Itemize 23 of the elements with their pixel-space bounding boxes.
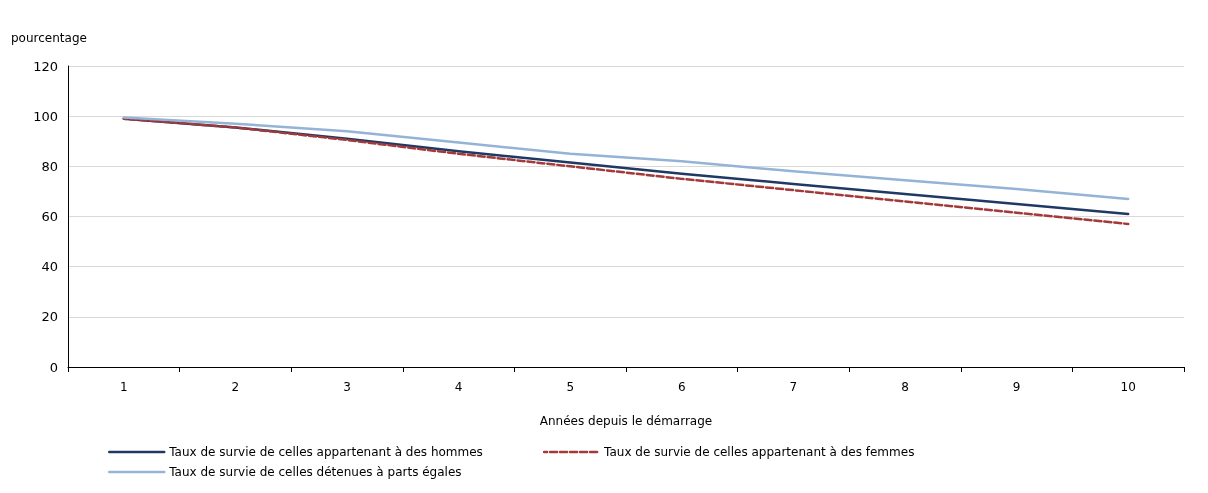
y-tick-label: 80: [41, 158, 58, 174]
legend-label: Taux de survie de celles détenues à parts égales: [168, 465, 462, 479]
x-tick-label: 3: [343, 380, 351, 394]
y-tick-label: 100: [33, 108, 58, 124]
x-tick-label: 5: [566, 380, 575, 394]
x-tick-label: 8: [901, 380, 909, 394]
y-tick-label: 60: [41, 209, 58, 224]
legend-label: Taux de survie de celles appartenant à des femmes: [603, 445, 915, 459]
x-tick-label: 4: [454, 380, 463, 394]
y-axis-title: pourcentage: [11, 31, 87, 45]
line-series: [122, 116, 1130, 201]
y-tick-label: 0: [49, 359, 58, 375]
x-tick-label: 1: [119, 380, 128, 394]
x-tick-label: 7: [789, 380, 798, 394]
x-tick-label: 10: [1120, 380, 1136, 394]
y-tick-label: 20: [41, 309, 58, 325]
x-axis-title: Années depuis le démarrage: [539, 414, 713, 428]
x-tick-label: 2: [231, 380, 240, 394]
legend-label: Taux de survie de celles appartenant à des hommes: [168, 445, 483, 459]
x-tick-label: 9: [1012, 380, 1021, 394]
y-tick-label: 40: [41, 259, 58, 275]
y-tick-label: 120: [33, 58, 58, 74]
x-tick-label: 6: [677, 380, 686, 394]
